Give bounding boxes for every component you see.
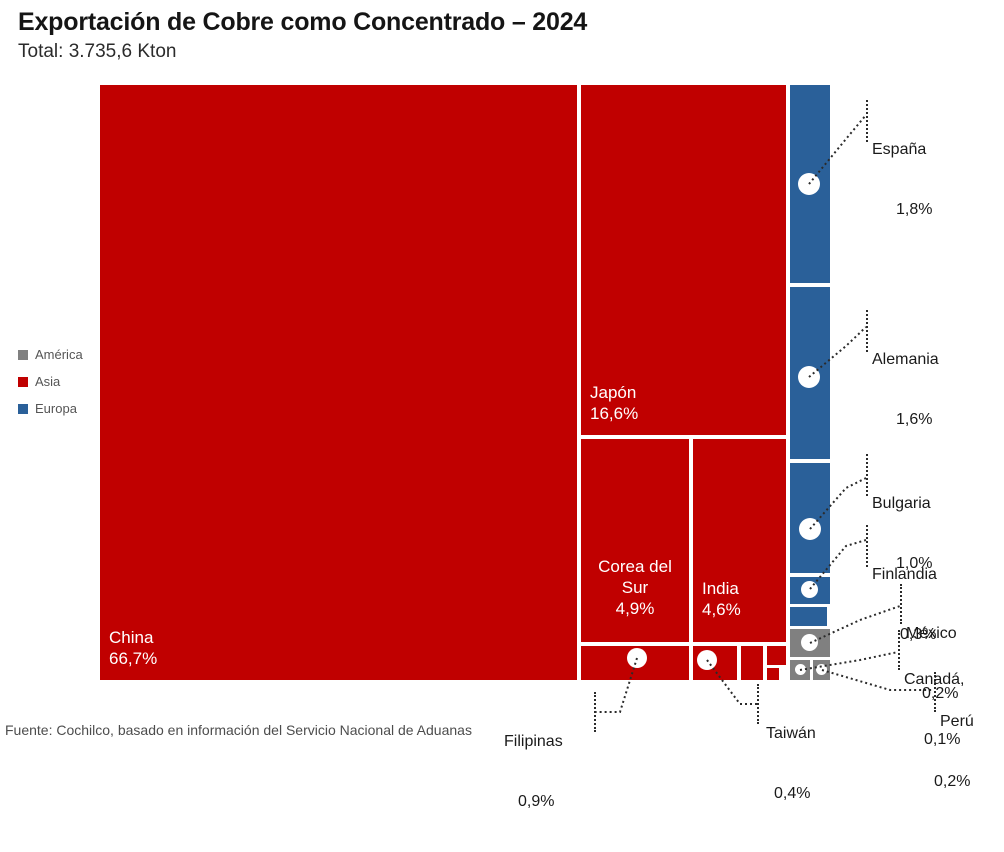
treemap-tile-india[interactable]: India 4,6% <box>693 439 786 642</box>
annotation-taiwan-value: 0,4% <box>774 785 811 802</box>
annot-tick-taiwan <box>757 684 759 724</box>
annotation-peru-name: Perú <box>940 713 974 730</box>
annot-tick-peru <box>934 672 936 712</box>
annotation-espana-name: España <box>872 141 927 158</box>
legend-item-asia[interactable]: Asia <box>18 371 110 392</box>
annotation-alemania-name: Alemania <box>872 351 939 368</box>
annot-tick-canada <box>898 630 900 670</box>
annotation-peru-value: 0,2% <box>934 773 971 790</box>
callout-dot-mexico <box>801 634 818 651</box>
legend-item-america[interactable]: América <box>18 344 110 365</box>
callout-dot-finlandia <box>801 581 818 598</box>
callout-dot-bulgaria <box>799 518 821 540</box>
annotation-alemania: Alemania 1,6% <box>872 310 992 470</box>
legend-swatch-asia <box>18 376 28 387</box>
annot-tick-finlandia <box>866 525 868 567</box>
annotation-peru: Perú 0,2% <box>934 672 1002 832</box>
treemap-tile-europa-other[interactable] <box>790 607 827 626</box>
annotation-filipinas-name: Filipinas <box>504 733 563 750</box>
source-note: Fuente: Cochilco, basado en información … <box>5 722 472 738</box>
annot-tick-bulgaria <box>866 454 868 496</box>
annotation-canada-name: Canadá, <box>904 671 965 688</box>
legend-item-europa[interactable]: Europa <box>18 398 110 419</box>
annotation-bulgaria-name: Bulgaria <box>872 495 931 512</box>
legend-label-asia: Asia <box>35 374 61 389</box>
treemap-tile-asia-other-3[interactable] <box>767 668 779 680</box>
annotation-alemania-value: 1,6% <box>896 411 933 428</box>
callout-dot-alemania <box>798 366 820 388</box>
annotation-espana-value: 1,8% <box>896 201 933 218</box>
annotation-taiwan-name: Taiwán <box>766 725 816 742</box>
tile-label-china-name: China <box>109 628 154 647</box>
treemap-tile-china[interactable]: China 66,7% <box>100 85 577 680</box>
annotation-mexico: México 0,2% <box>906 584 1000 744</box>
annotation-bulgaria-value: 1,0% <box>896 555 933 572</box>
legend: América Asia Europa <box>18 344 110 425</box>
annot-tick-filipinas <box>594 692 596 732</box>
tile-label-corea-value: 4,9% <box>615 599 655 618</box>
treemap-tile-asia-other-2[interactable] <box>767 646 786 665</box>
annotation-finlandia-value: 0,3% <box>900 626 937 643</box>
legend-swatch-europa <box>18 403 28 414</box>
treemap-tile-asia-other-1[interactable] <box>741 646 763 680</box>
annotation-bulgaria: Bulgaria 1,0% <box>872 454 992 614</box>
tile-label-china-value: 66,7% <box>109 649 158 668</box>
annotation-finlandia-name: Finlandia <box>872 566 937 583</box>
callout-dot-peru <box>816 664 827 675</box>
annotation-mexico-value: 0,2% <box>922 685 959 702</box>
annotation-canada-value: 0,1% <box>924 731 961 748</box>
tile-label-corea-name: Corea del Sur <box>598 557 672 597</box>
legend-label-europa: Europa <box>35 401 77 416</box>
annotation-mexico-name: México <box>906 625 957 642</box>
annot-tick-espana <box>866 100 868 142</box>
callout-dot-taiwan <box>697 650 717 670</box>
callout-dot-filipinas <box>627 648 647 668</box>
tile-label-india-value: 4,6% <box>702 600 741 619</box>
annotation-filipinas-value: 0,9% <box>518 793 555 810</box>
callout-dot-espana <box>798 173 820 195</box>
page-title: Exportación de Cobre como Concentrado – … <box>18 8 588 36</box>
tile-label-india-name: India <box>702 579 739 598</box>
treemap-chart: Exportación de Cobre como Concentrado – … <box>5 8 1000 810</box>
annotation-canada: Canadá, 0,1% <box>904 630 1002 790</box>
treemap-tile-corea-del-sur[interactable]: Corea del Sur 4,9% <box>581 439 689 642</box>
callout-dot-canada <box>795 664 806 675</box>
tile-label-japon-value: 16,6% <box>590 404 639 423</box>
annot-tick-mexico <box>900 584 902 624</box>
tile-label-japon-name: Japón <box>590 383 637 402</box>
annotation-finlandia: Finlandia 0,3% <box>872 525 997 685</box>
treemap-tile-japon[interactable]: Japón 16,6% <box>581 85 786 435</box>
chart-subtitle: Total: 3.735,6 Kton <box>18 41 177 62</box>
annotation-taiwan: Taiwán 0,4% <box>766 684 846 844</box>
legend-label-america: América <box>35 347 83 362</box>
annotation-espana: España 1,8% <box>872 100 992 260</box>
annot-tick-alemania <box>866 310 868 352</box>
annotation-filipinas: Filipinas 0,9% <box>504 692 594 852</box>
legend-swatch-america <box>18 349 28 360</box>
